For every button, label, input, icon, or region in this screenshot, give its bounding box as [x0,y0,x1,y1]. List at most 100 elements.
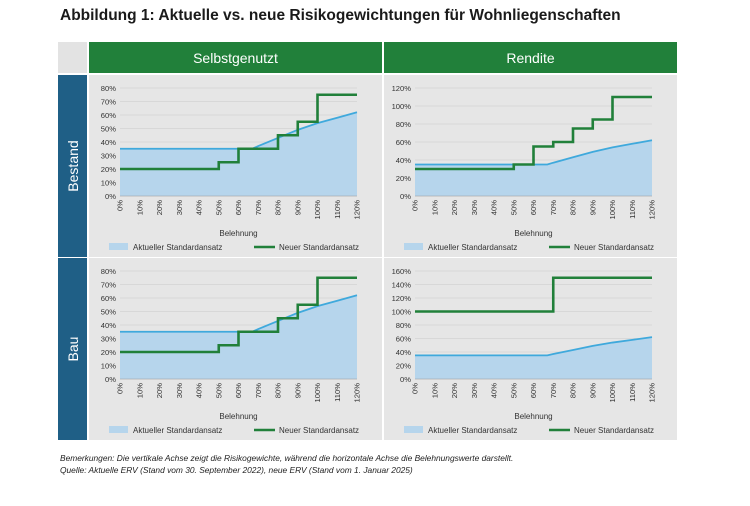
y-tick-label: 80% [101,84,116,93]
legend-swatch-area [404,243,423,250]
y-tick-label: 120% [392,84,412,93]
legend-swatch-area [109,426,128,433]
y-tick-label: 0% [105,375,116,384]
y-tick-label: 80% [396,120,411,129]
y-tick-label: 40% [101,321,116,330]
figure-title: Abbildung 1: Aktuelle vs. neue Risikogew… [60,7,621,24]
area-series-line [415,336,653,357]
x-tick-label: 100% [313,200,322,220]
column-header-selbstgenutzt: Selbstgenutzt [89,42,382,73]
x-tick-label: 70% [254,200,263,215]
y-tick-label: 20% [396,174,411,183]
x-tick-label: 120% [353,383,362,403]
y-tick-label: 100% [392,102,412,111]
x-tick-label: 0% [116,383,125,394]
y-tick-label: 20% [101,165,116,174]
chart-rendite-bau: 0% 20% 40% 60% 80% 100% 120% 140% 160% 0% 10% 20% 30… [384,258,677,440]
x-tick-label: 60% [529,383,538,398]
area-series-fill [415,140,652,196]
row-header-label: Bestand [64,140,81,192]
y-tick-label: 10% [101,178,116,187]
y-tick-label: 0% [400,192,411,201]
x-tick-label: 10% [430,200,439,215]
x-tick-label: 30% [175,383,184,398]
x-tick-label: 10% [430,383,439,398]
x-tick-label: 120% [353,200,362,220]
x-tick-label: 110% [333,383,342,402]
legend-label: Aktueller Standardansatz [428,426,517,435]
y-tick-label: 70% [101,97,116,106]
x-tick-label: 80% [569,200,578,215]
y-tick-label: 50% [101,307,116,316]
x-tick-label: 110% [628,383,637,402]
x-tick-label: 50% [214,383,223,398]
y-tick-label: 80% [101,267,116,276]
y-tick-label: 10% [101,361,116,370]
remarks-line: Bemerkungen: Die vertikale Achse zeigt d… [60,453,514,463]
x-tick-label: 20% [155,200,164,215]
x-tick-label: 40% [490,200,499,215]
y-tick-label: 50% [101,124,116,133]
step-series-line [120,93,357,171]
x-tick-label: 20% [155,383,164,398]
x-tick-label: 40% [195,200,204,215]
row-header-label: Bau [64,336,81,362]
legend-label: Neuer Standardansatz [574,243,654,252]
legend-label: Aktueller Standardansatz [133,243,222,252]
legend-label: Neuer Standardansatz [279,426,359,435]
x-tick-label: 0% [411,383,420,394]
source-line: Quelle: Aktuelle ERV (Stand vom 30. Sept… [60,465,413,475]
x-tick-label: 50% [509,383,518,398]
x-tick-label: 40% [195,383,204,398]
y-tick-label: 80% [396,321,411,330]
x-axis-title: Belehnung [219,412,257,421]
legend-swatch-area [109,243,128,250]
y-tick-label: 140% [392,280,412,289]
step-series-line [415,276,652,313]
remarks: Bemerkungen: Die vertikale Achse zeigt d… [60,452,513,476]
header-corner [58,42,87,73]
y-tick-label: 120% [392,294,412,303]
legend-swatch-area [404,426,423,433]
column-header-rendite: Rendite [384,42,677,73]
x-tick-label: 90% [588,383,597,398]
x-tick-label: 100% [608,200,617,220]
x-tick-label: 0% [116,200,125,211]
x-tick-label: 100% [313,383,322,403]
x-tick-label: 30% [470,383,479,398]
y-tick-label: 30% [101,151,116,160]
x-tick-label: 80% [569,383,578,398]
y-tick-label: 40% [396,156,411,165]
legend-label: Aktueller Standardansatz [428,243,517,252]
x-tick-label: 80% [274,200,283,215]
x-tick-label: 90% [588,200,597,215]
y-tick-label: 60% [396,138,411,147]
x-tick-label: 30% [175,200,184,215]
step-series-line [120,276,357,354]
y-tick-label: 0% [105,192,116,201]
x-tick-label: 10% [135,200,144,215]
x-tick-label: 90% [293,200,302,215]
x-tick-label: 20% [450,200,459,215]
x-tick-label: 20% [450,383,459,398]
area-series-fill [415,337,652,379]
chart-svg: 0% 20% 40% 60% 80% 100% 120% 140% 160% 0% 10% 20% 30… [392,267,657,435]
x-axis-title: Belehnung [514,229,552,238]
x-tick-label: 0% [411,200,420,211]
x-tick-label: 70% [549,200,558,215]
chart-svg: 0% 20% 40% 60% 80% 100% 120% 0% 10% 20% 30% 40% 50% 6… [392,84,657,252]
x-tick-label: 60% [234,383,243,398]
x-axis-title: Belehnung [219,229,257,238]
x-tick-label: 80% [274,383,283,398]
row-header-bestand: Bestand [58,75,87,257]
y-tick-label: 40% [396,348,411,357]
x-tick-label: 70% [254,383,263,398]
x-tick-label: 120% [648,383,657,403]
y-tick-label: 20% [101,348,116,357]
chart-rendite-bestand: 0% 20% 40% 60% 80% 100% 120% 0% 10% 20% 30% 40% 50% 6… [384,75,677,257]
legend-label: Neuer Standardansatz [279,243,359,252]
legend-label: Neuer Standardansatz [574,426,654,435]
chart-svg: 0% 10% 20% 30% 40% 50% 60% 70% 80% 0% 10% 20% 30% 40%… [101,84,362,252]
legend-label: Aktueller Standardansatz [133,426,222,435]
x-tick-label: 110% [333,200,342,219]
